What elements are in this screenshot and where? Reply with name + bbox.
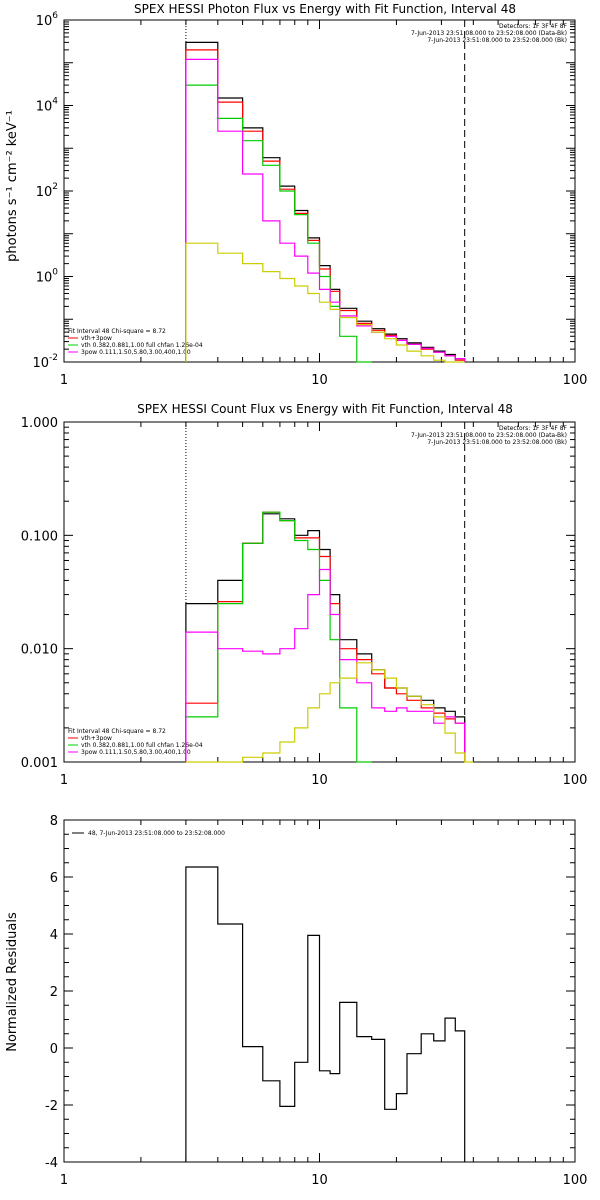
count-flux-chart: SPEX HESSI Count Flux vs Energy with Fit… [21, 402, 588, 788]
plot-frame [63, 19, 576, 363]
chart-title: SPEX HESSI Photon Flux vs Energy with Fi… [134, 2, 516, 16]
legend-label: 48, 7-Jun-2013 23:51:08.000 to 23:52:08.… [88, 830, 225, 837]
y-tick-label: 100 [36, 268, 59, 286]
x-tick-label: 1 [60, 773, 68, 788]
y-tick-label: 6 [50, 871, 58, 886]
x-tick-label: 100 [563, 373, 588, 388]
info-text: 7-Jun-2013 23:51:08.000 to 23:52:08.000 … [427, 439, 567, 446]
x-tick-label: 1 [60, 1173, 68, 1188]
data-series-line [185, 866, 466, 1162]
y-tick-label: 0 [50, 1042, 58, 1057]
data-series-line [185, 511, 372, 763]
y-tick-label: 1.000 [21, 416, 58, 431]
legend-label: vth 0.382,0.881,1.00 full chfan 1.26e-04 [81, 342, 203, 349]
y-tick-label: 106 [36, 11, 59, 29]
x-tick-label: 10 [311, 773, 328, 788]
data-series-line [185, 513, 466, 762]
info-text: 7-Jun-2013 23:51:08.000 to 23:52:08.000 … [411, 30, 567, 37]
legend-label: vth+3pow [81, 335, 112, 342]
data-series-line [185, 58, 466, 362]
info-text: 7-Jun-2013 23:51:08.000 to 23:52:08.000 … [427, 37, 567, 44]
x-tick-label: 100 [563, 1173, 588, 1188]
y-tick-label: 104 [36, 97, 59, 115]
info-text: Detectors: 1F 3F 4F 8F [499, 425, 568, 432]
y-tick-label: 10-2 [32, 353, 58, 371]
legend-label: vth+3pow [81, 735, 112, 742]
y-axis-label: Normalized Residuals [5, 912, 20, 1052]
data-series-line [185, 84, 372, 363]
x-tick-label: 100 [563, 773, 588, 788]
info-text: Detectors: 1F 3F 4F 8F [499, 23, 568, 30]
legend-label: 3pow 0.111,1.50,5.80,3.00,400,1.00 [81, 349, 191, 356]
legend-label: Fit Interval 48 Chi-square = 8.72 [68, 728, 166, 735]
x-tick-label: 10 [311, 1173, 328, 1188]
y-tick-label: 0.100 [21, 529, 58, 544]
y-tick-label: -4 [45, 1156, 58, 1171]
data-series-line [185, 662, 474, 763]
data-series-line [185, 49, 466, 362]
y-tick-label: 102 [36, 182, 58, 200]
legend-label: vth 0.382,0.881,1.00 full chfan 1.26e-04 [81, 742, 203, 749]
data-series-line [185, 568, 466, 762]
y-axis-label: photons s⁻¹ cm⁻² keV⁻¹ [5, 110, 20, 262]
legend-label: 3pow 0.111,1.50,5.80,3.00,400,1.00 [81, 749, 191, 756]
y-tick-label: 0.010 [21, 643, 58, 658]
photon-flux-chart: SPEX HESSI Photon Flux vs Energy with Fi… [5, 2, 588, 388]
y-tick-label: -2 [45, 1099, 58, 1114]
y-tick-label: 2 [50, 985, 58, 1000]
x-tick-label: 1 [60, 373, 68, 388]
y-tick-label: 4 [50, 928, 58, 943]
legend-label: Fit Interval 48 Chi-square = 8.72 [68, 328, 166, 335]
y-tick-label: 8 [50, 814, 58, 829]
y-tick-label: 0.001 [21, 756, 58, 771]
data-series-line [185, 41, 466, 362]
chart-title: SPEX HESSI Count Flux vs Energy with Fit… [137, 402, 513, 416]
data-series-line [185, 242, 465, 363]
info-text: 7-Jun-2013 23:51:08.000 to 23:52:08.000 … [411, 432, 567, 439]
residuals-chart: Normalized Residuals 1 10 100 -4 -2 0 2 4 6 8 48, … [5, 814, 588, 1188]
x-tick-label: 10 [311, 373, 328, 388]
